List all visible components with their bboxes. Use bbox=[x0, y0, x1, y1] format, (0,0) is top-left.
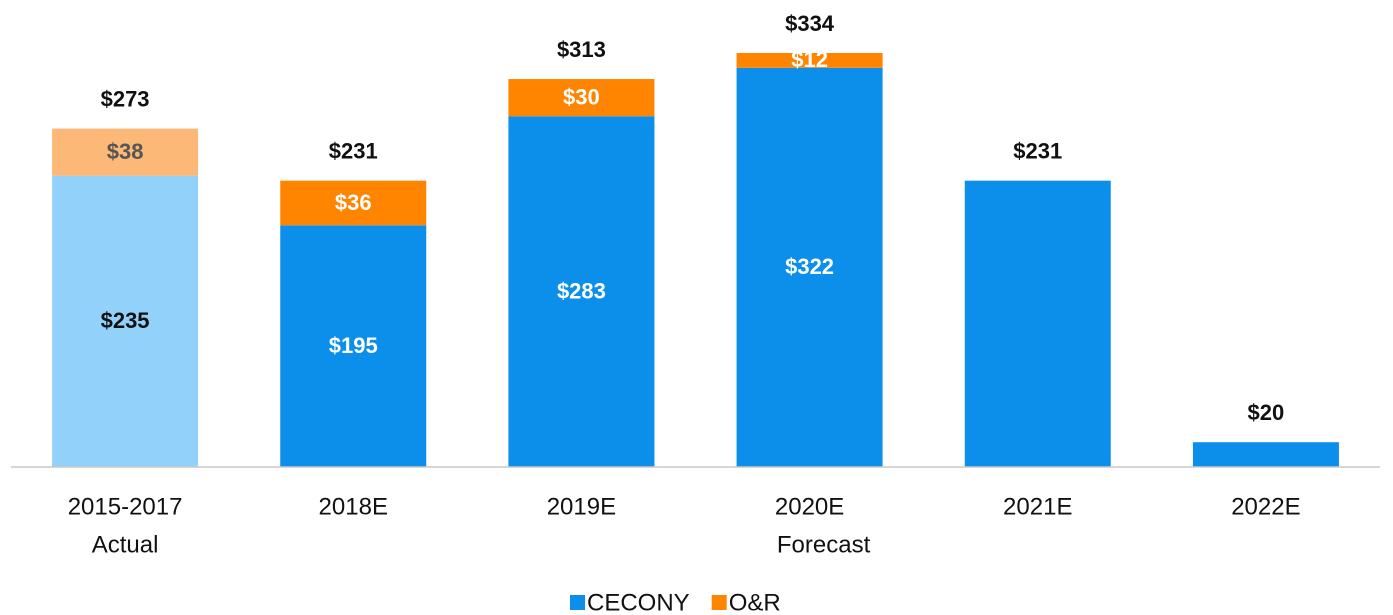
segment-label: $12 bbox=[791, 47, 828, 72]
bar-segment bbox=[1192, 442, 1339, 467]
x-tick-label: 2020E bbox=[775, 493, 844, 520]
x-tick-label: 2022E bbox=[1231, 493, 1300, 520]
total-label: $231 bbox=[329, 138, 378, 163]
x-tick-label: 2021E bbox=[1003, 493, 1072, 520]
total-label: $20 bbox=[1248, 400, 1285, 425]
bar-segment bbox=[508, 116, 655, 467]
legend-label: O&R bbox=[729, 589, 781, 615]
bar-segment bbox=[508, 79, 655, 117]
segment-label: $30 bbox=[563, 84, 600, 109]
bar-segment bbox=[52, 128, 199, 176]
total-label: $313 bbox=[557, 37, 606, 62]
bar-segment bbox=[736, 53, 883, 68]
bar-segment bbox=[736, 67, 883, 467]
segment-label: $322 bbox=[785, 254, 834, 279]
x-tick-label: 2015-2017 bbox=[68, 493, 183, 520]
total-label: $231 bbox=[1013, 138, 1062, 163]
legend-swatch bbox=[711, 595, 727, 610]
bar-segment bbox=[280, 225, 427, 467]
total-label: $273 bbox=[101, 86, 150, 111]
segment-label: $235 bbox=[101, 308, 150, 333]
segment-label: $38 bbox=[107, 139, 144, 164]
group-label: Actual bbox=[92, 531, 159, 558]
segment-label: $195 bbox=[329, 333, 378, 358]
total-label: $334 bbox=[785, 11, 835, 36]
x-tick-label: 2018E bbox=[319, 493, 388, 520]
bar-segment bbox=[964, 180, 1111, 467]
bar-segment bbox=[52, 175, 199, 467]
bar-segment bbox=[280, 180, 427, 226]
segment-label: $36 bbox=[335, 190, 372, 215]
legend-swatch bbox=[570, 595, 585, 610]
legend-label: CECONY bbox=[587, 589, 690, 615]
segment-label: $283 bbox=[557, 278, 606, 303]
x-tick-label: 2019E bbox=[547, 493, 616, 520]
group-label: Forecast bbox=[777, 531, 871, 558]
